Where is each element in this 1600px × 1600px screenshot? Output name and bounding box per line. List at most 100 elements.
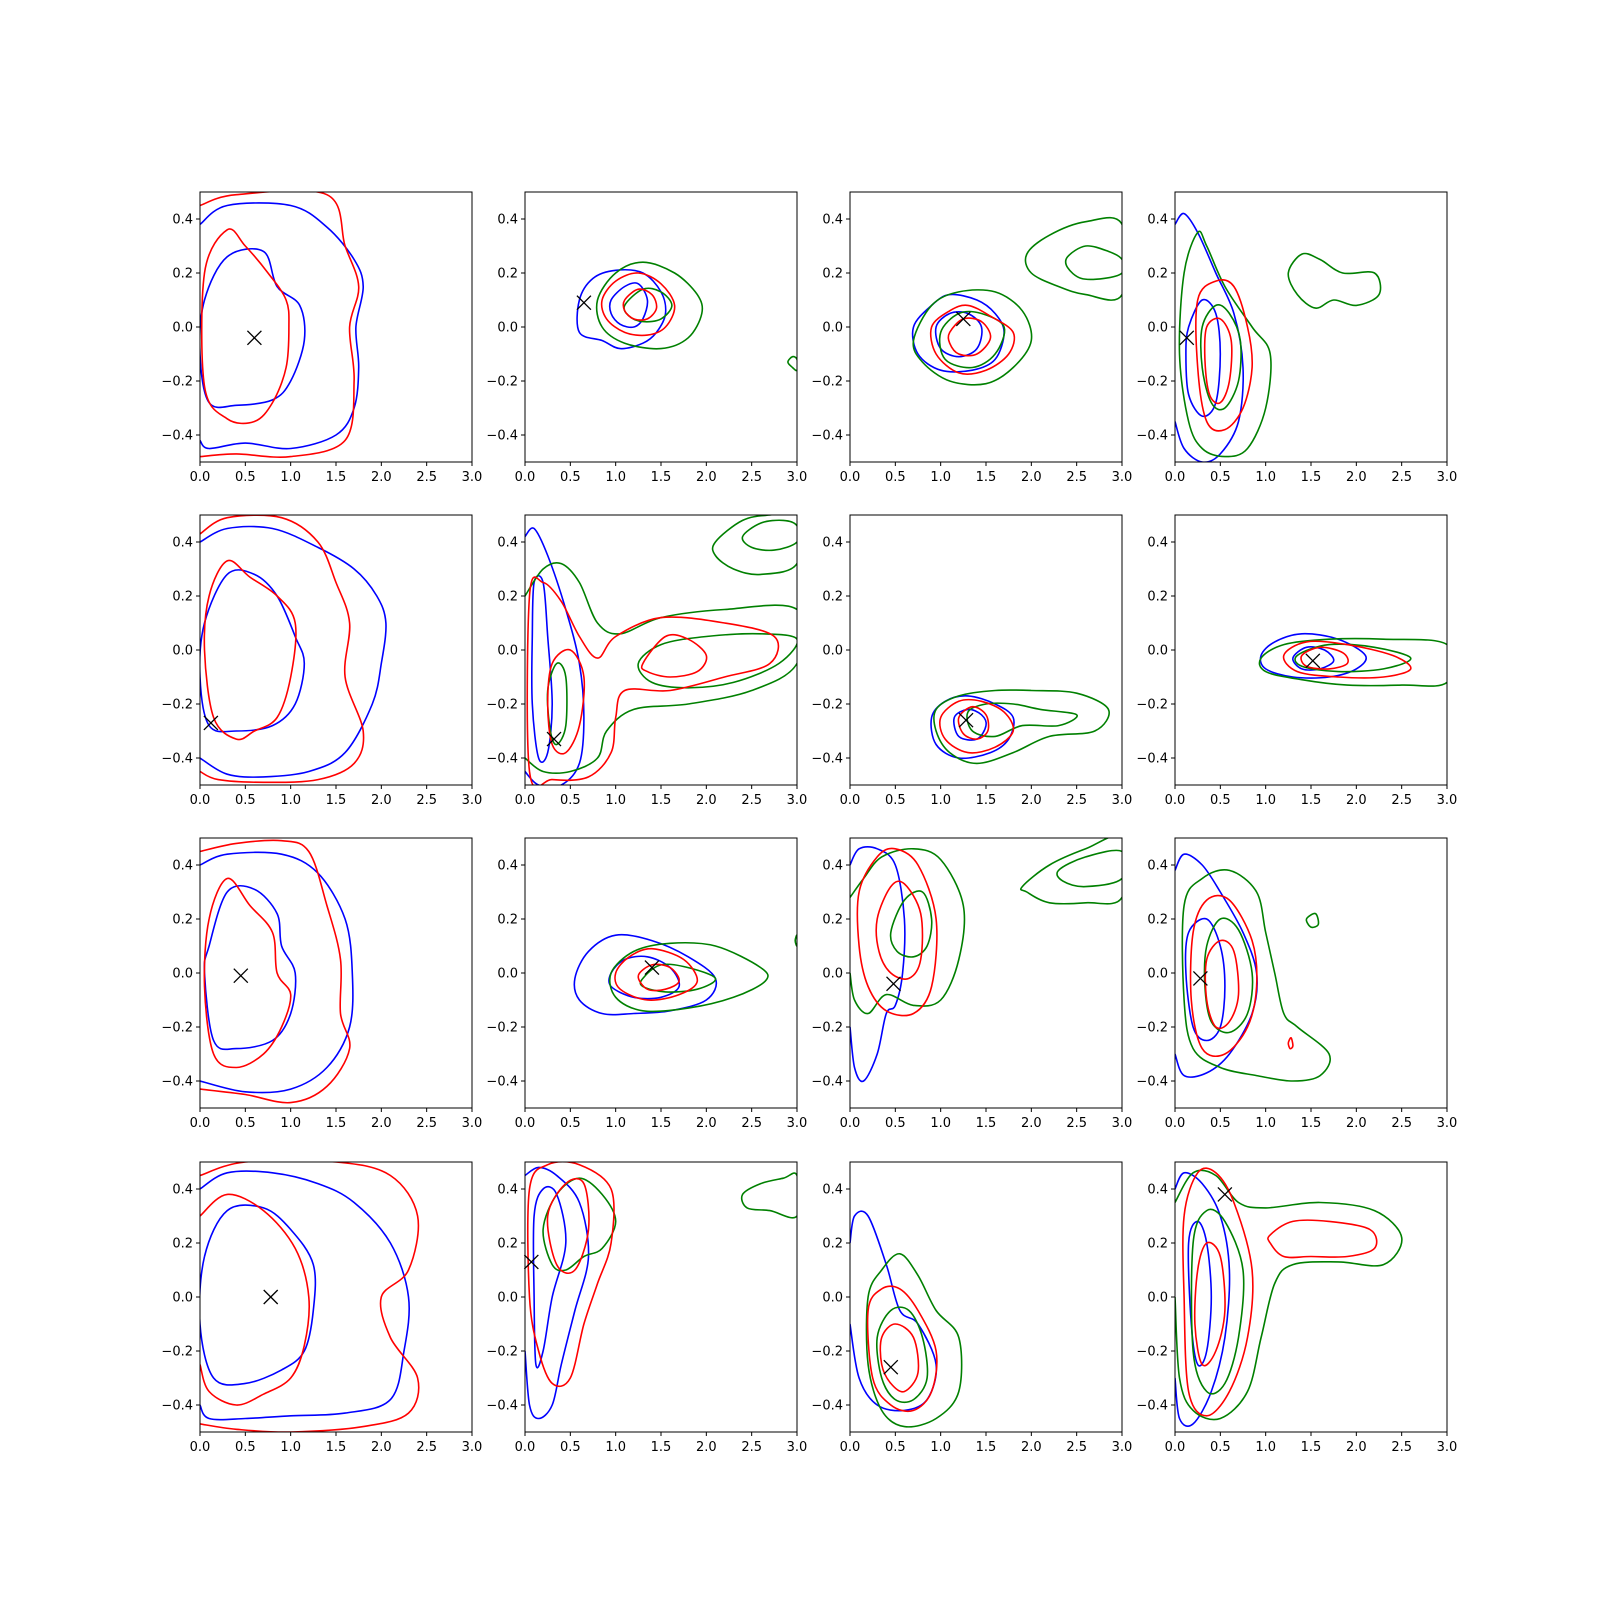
- x-marker-stroke: [1179, 330, 1195, 346]
- y-tick-label: 0.2: [172, 1237, 193, 1252]
- x-tick-label: 2.0: [1346, 1116, 1367, 1131]
- y-tick-label: 0.4: [1147, 859, 1168, 874]
- x-tick-label: 1.5: [1301, 793, 1322, 808]
- contour-line-green: [1199, 304, 1242, 411]
- y-tick-label: 0.2: [172, 590, 193, 605]
- y-tick-label: −0.2: [1136, 698, 1168, 713]
- contour-line-red: [879, 1323, 920, 1393]
- y-tick-label: 0.2: [497, 267, 518, 282]
- x-marker: [1305, 653, 1321, 669]
- contour-line-red: [526, 576, 780, 785]
- x-tick-label: 1.5: [326, 470, 347, 485]
- x-tick-label: 2.0: [1346, 470, 1367, 485]
- contour-line-green: [740, 1172, 797, 1219]
- contour-line-blue: [608, 955, 681, 1000]
- x-tick-label: 3.0: [1437, 1116, 1458, 1131]
- y-tick-label: 0.2: [822, 913, 843, 928]
- subplot-8: 0.0 0.5 1.0 1.5 2.0 2.5 3.0 −0.4 −0.2 0.0 0.2 0.4: [1136, 514, 1457, 808]
- x-tick-label: 2.5: [416, 1440, 437, 1455]
- x-marker: [955, 311, 971, 327]
- x-marker-stroke: [955, 311, 971, 327]
- contour-line-red: [1203, 317, 1233, 405]
- x-marker-stroke: [203, 715, 219, 731]
- contour-line-red: [1193, 1241, 1226, 1367]
- y-tick-label: −0.2: [811, 375, 843, 390]
- y-tick-label: 0.0: [172, 321, 193, 336]
- y-tick-label: −0.4: [1136, 1399, 1168, 1414]
- x-tick-label: 1.5: [976, 1440, 997, 1455]
- y-tick-label: −0.2: [1136, 375, 1168, 390]
- y-tick-label: −0.4: [486, 1399, 518, 1414]
- y-tick-label: 0.4: [1147, 536, 1168, 551]
- y-tick-label: −0.2: [811, 1345, 843, 1360]
- contour-line-green: [1019, 838, 1122, 905]
- x-tick-label: 3.0: [1112, 470, 1133, 485]
- contour-line-blue: [525, 1166, 590, 1420]
- contour-group: [525, 515, 797, 785]
- y-tick-label: 0.0: [822, 1291, 843, 1306]
- y-tick-label: 0.0: [822, 644, 843, 659]
- x-tick-label: 1.0: [605, 1440, 626, 1455]
- contour-line-red: [200, 839, 351, 1104]
- x-marker: [576, 295, 592, 311]
- x-tick-label: 0.0: [190, 1440, 211, 1455]
- y-tick-label: 0.2: [172, 913, 193, 928]
- contour-line-red: [200, 228, 290, 425]
- contour-line-red: [1267, 1219, 1378, 1259]
- x-tick-label: 0.0: [190, 793, 211, 808]
- x-tick-label: 2.0: [696, 1440, 717, 1455]
- y-tick-label: −0.4: [1136, 752, 1168, 767]
- y-tick-label: 0.4: [172, 859, 193, 874]
- x-tick-label: 1.0: [605, 793, 626, 808]
- contour-line-red: [546, 1177, 590, 1275]
- y-tick-label: 0.0: [497, 1291, 518, 1306]
- y-tick-label: 0.2: [497, 590, 518, 605]
- x-tick-label: 1.5: [651, 793, 672, 808]
- contour-line-red: [856, 847, 938, 1017]
- y-tick-label: 0.4: [497, 859, 518, 874]
- contour-group: [200, 839, 354, 1104]
- subplot-12: 0.0 0.5 1.0 1.5 2.0 2.5 3.0 −0.4 −0.2 0.0 0.2 0.4: [1136, 837, 1458, 1131]
- contour-line-green: [1258, 637, 1447, 687]
- y-tick-label: −0.4: [161, 752, 193, 767]
- y-tick-label: −0.2: [161, 698, 193, 713]
- contour-line-green: [525, 561, 797, 775]
- x-tick-label: 2.5: [741, 1116, 762, 1131]
- x-tick-label: 0.5: [885, 793, 906, 808]
- x-tick-label: 1.5: [1301, 1116, 1322, 1131]
- y-tick-label: 0.2: [172, 267, 193, 282]
- y-tick-label: 0.4: [497, 1183, 518, 1198]
- y-tick-label: 0.0: [497, 967, 518, 982]
- x-marker-stroke: [546, 731, 562, 747]
- y-tick-label: −0.4: [811, 1399, 843, 1414]
- contour-line-green: [1203, 917, 1254, 1034]
- y-tick-label: −0.4: [811, 1075, 843, 1090]
- y-tick-label: 0.4: [172, 536, 193, 551]
- x-tick-label: 0.5: [235, 470, 256, 485]
- x-marker: [523, 1254, 539, 1270]
- contour-line-red: [614, 947, 699, 1001]
- y-tick-label: 0.4: [1147, 213, 1168, 228]
- x-tick-label: 1.5: [976, 1116, 997, 1131]
- x-tick-label: 0.0: [1165, 1116, 1186, 1131]
- contour-line-green: [1305, 912, 1320, 929]
- contour-line-red: [622, 288, 658, 321]
- contour-line-red: [875, 880, 924, 980]
- x-tick-label: 2.5: [416, 470, 437, 485]
- contour-line-red: [203, 559, 297, 741]
- x-marker-stroke: [1217, 1186, 1233, 1202]
- contour-line-green: [1024, 216, 1122, 301]
- contour-line-blue: [1184, 917, 1226, 1042]
- contour-line-green: [787, 355, 797, 372]
- contour-line-blue: [1175, 1171, 1231, 1427]
- x-tick-label: 2.0: [371, 470, 392, 485]
- x-tick-label: 3.0: [787, 1440, 808, 1455]
- y-tick-label: −0.2: [811, 698, 843, 713]
- x-tick-label: 0.0: [840, 470, 861, 485]
- contour-line-green: [711, 515, 797, 576]
- x-tick-label: 0.5: [1210, 1440, 1231, 1455]
- axes-frame: [849, 1161, 1123, 1433]
- x-tick-label: 1.0: [930, 793, 951, 808]
- y-tick-label: 0.2: [1147, 590, 1168, 605]
- y-tick-label: 0.4: [497, 213, 518, 228]
